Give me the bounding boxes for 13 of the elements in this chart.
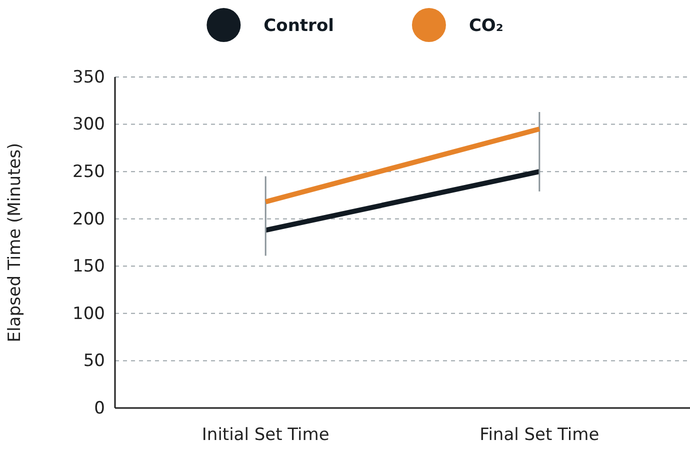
x-tick-label: Initial Set Time: [202, 425, 330, 446]
legend-label: CO₂: [468, 16, 504, 36]
y-tick-label: 150: [72, 256, 105, 277]
y-tick-label: 350: [72, 67, 105, 88]
y-tick-label: 200: [72, 209, 105, 230]
y-tick-label: 0: [94, 398, 105, 418]
y-tick-label: 250: [72, 162, 105, 182]
x-tick-label: Final Set Time: [480, 425, 600, 446]
y-tick-label: 300: [72, 114, 105, 135]
y-axis-title: Elapsed Time (Minutes): [5, 142, 25, 342]
y-tick-label: 100: [72, 304, 105, 324]
legend-label: Control: [264, 16, 334, 36]
y-tick-label: 50: [83, 351, 105, 372]
